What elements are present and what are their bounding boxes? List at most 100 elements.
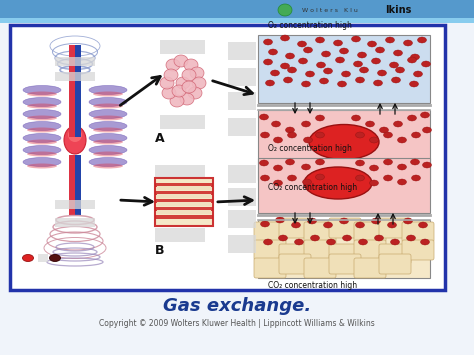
Ellipse shape <box>337 81 346 87</box>
Ellipse shape <box>23 109 61 119</box>
Ellipse shape <box>375 47 384 53</box>
Ellipse shape <box>393 121 402 127</box>
Ellipse shape <box>367 41 376 47</box>
Ellipse shape <box>268 49 277 55</box>
Ellipse shape <box>27 115 57 120</box>
Ellipse shape <box>180 93 194 105</box>
Ellipse shape <box>271 70 280 76</box>
FancyBboxPatch shape <box>155 165 205 179</box>
Ellipse shape <box>261 132 270 138</box>
Ellipse shape <box>23 158 61 166</box>
FancyBboxPatch shape <box>55 218 95 227</box>
Ellipse shape <box>310 235 319 241</box>
Ellipse shape <box>374 80 383 86</box>
Ellipse shape <box>370 180 379 186</box>
Ellipse shape <box>259 114 268 120</box>
FancyBboxPatch shape <box>228 118 256 136</box>
Ellipse shape <box>413 71 422 77</box>
Ellipse shape <box>395 67 404 73</box>
Ellipse shape <box>339 218 348 224</box>
Ellipse shape <box>281 35 290 41</box>
Ellipse shape <box>27 152 57 157</box>
Ellipse shape <box>411 132 420 138</box>
FancyBboxPatch shape <box>55 200 95 209</box>
FancyBboxPatch shape <box>155 199 213 203</box>
FancyBboxPatch shape <box>402 222 434 242</box>
Ellipse shape <box>192 77 206 89</box>
Ellipse shape <box>306 71 315 77</box>
FancyBboxPatch shape <box>155 207 213 211</box>
Ellipse shape <box>261 221 270 227</box>
Ellipse shape <box>408 57 417 63</box>
Ellipse shape <box>321 51 330 57</box>
Ellipse shape <box>356 222 365 228</box>
Ellipse shape <box>259 160 268 166</box>
Ellipse shape <box>279 235 288 241</box>
Ellipse shape <box>323 68 332 74</box>
FancyBboxPatch shape <box>254 222 286 242</box>
Ellipse shape <box>323 222 332 228</box>
Text: W o l t e r s   K l u: W o l t e r s K l u <box>302 7 358 12</box>
FancyBboxPatch shape <box>304 240 336 260</box>
Ellipse shape <box>49 255 61 262</box>
Ellipse shape <box>283 77 292 83</box>
Ellipse shape <box>356 175 365 181</box>
Ellipse shape <box>358 239 367 245</box>
Ellipse shape <box>393 50 402 56</box>
Text: O₂ concentration high: O₂ concentration high <box>268 21 352 30</box>
Ellipse shape <box>23 121 61 131</box>
Ellipse shape <box>89 146 127 154</box>
FancyBboxPatch shape <box>279 244 311 264</box>
FancyBboxPatch shape <box>228 165 256 183</box>
Ellipse shape <box>23 146 61 154</box>
Ellipse shape <box>89 86 127 94</box>
Ellipse shape <box>299 58 308 64</box>
Ellipse shape <box>370 137 379 143</box>
FancyBboxPatch shape <box>160 115 205 129</box>
FancyBboxPatch shape <box>38 254 48 262</box>
Ellipse shape <box>410 81 419 87</box>
Ellipse shape <box>264 59 273 65</box>
Ellipse shape <box>411 175 420 181</box>
Ellipse shape <box>327 239 336 245</box>
FancyBboxPatch shape <box>228 188 256 206</box>
Ellipse shape <box>421 61 430 67</box>
Ellipse shape <box>89 121 127 131</box>
FancyBboxPatch shape <box>254 240 286 260</box>
Ellipse shape <box>23 86 61 94</box>
Ellipse shape <box>166 59 180 71</box>
Ellipse shape <box>190 67 204 79</box>
Ellipse shape <box>422 162 431 168</box>
Ellipse shape <box>272 121 281 127</box>
Ellipse shape <box>383 132 392 138</box>
Ellipse shape <box>356 132 365 138</box>
Ellipse shape <box>317 62 326 68</box>
FancyBboxPatch shape <box>75 45 81 137</box>
Ellipse shape <box>294 239 303 245</box>
Text: lkins: lkins <box>385 5 411 15</box>
Ellipse shape <box>403 218 412 224</box>
Ellipse shape <box>188 87 202 99</box>
Ellipse shape <box>356 77 365 83</box>
FancyBboxPatch shape <box>55 72 95 81</box>
Ellipse shape <box>273 180 283 186</box>
Ellipse shape <box>408 115 417 121</box>
Ellipse shape <box>365 121 374 127</box>
Ellipse shape <box>264 239 273 245</box>
Ellipse shape <box>182 81 196 93</box>
Ellipse shape <box>89 109 127 119</box>
Ellipse shape <box>420 239 429 245</box>
Ellipse shape <box>301 81 310 87</box>
Text: A: A <box>155 131 164 144</box>
FancyBboxPatch shape <box>379 244 411 264</box>
FancyBboxPatch shape <box>155 215 213 219</box>
Ellipse shape <box>352 36 361 42</box>
Ellipse shape <box>285 127 294 133</box>
Ellipse shape <box>27 127 57 132</box>
Ellipse shape <box>316 174 325 180</box>
Ellipse shape <box>341 71 350 77</box>
Ellipse shape <box>27 140 57 144</box>
FancyBboxPatch shape <box>254 258 286 278</box>
Ellipse shape <box>281 63 290 69</box>
Ellipse shape <box>407 235 416 241</box>
